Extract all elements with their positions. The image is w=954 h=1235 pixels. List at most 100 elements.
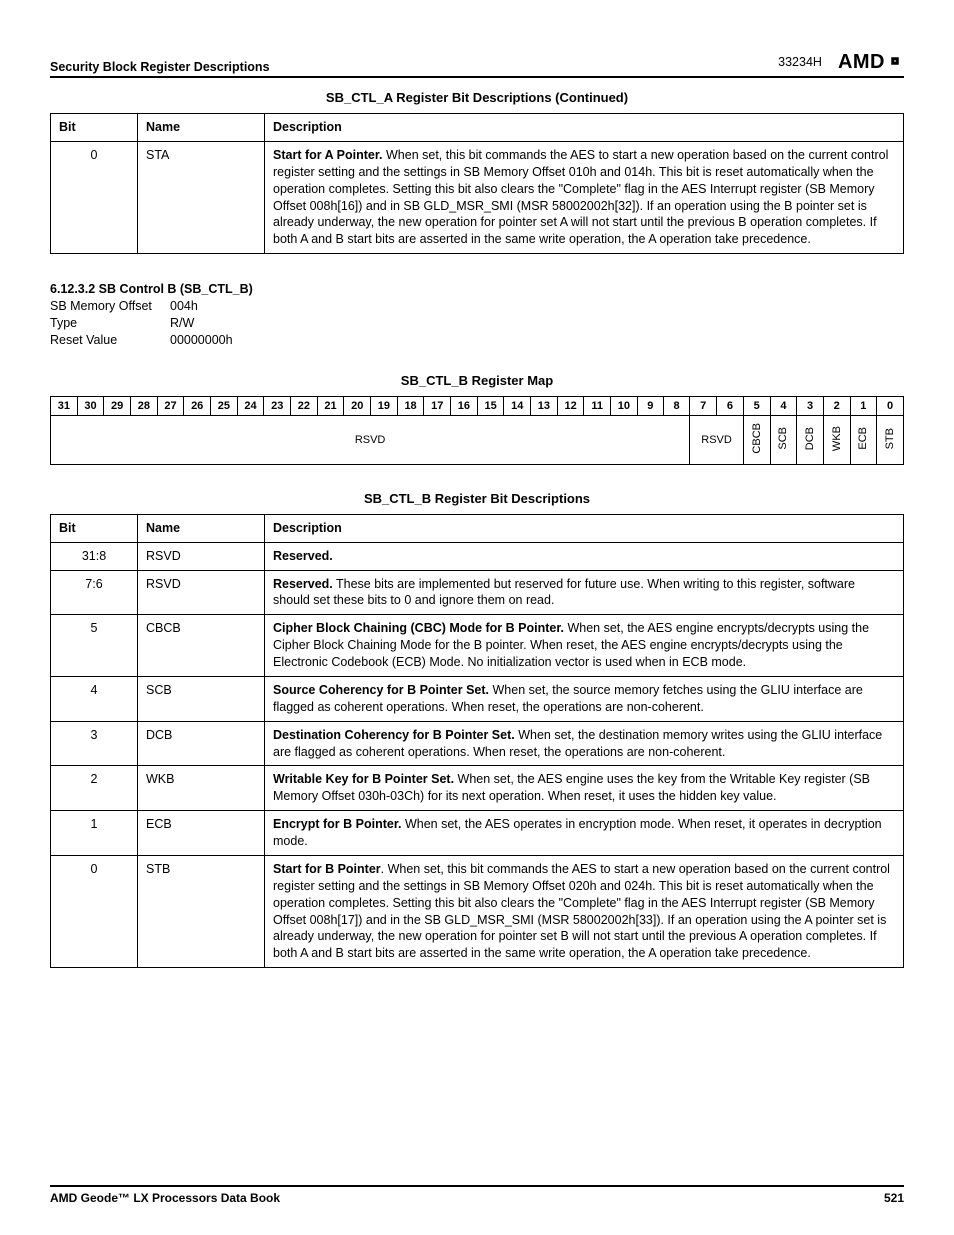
desc-cell: Cipher Block Chaining (CBC) Mode for B P… [265, 615, 904, 677]
col-name-header-b: Name [138, 514, 265, 542]
name-cell: CBCB [138, 615, 265, 677]
bit-number: 9 [637, 396, 663, 415]
table-row: 0STAStart for A Pointer. When set, this … [51, 141, 904, 253]
bit-number: 18 [397, 396, 424, 415]
col-desc-header: Description [265, 114, 904, 142]
meta-offset: SB Memory Offset004h [50, 298, 904, 315]
meta-type: TypeR/W [50, 315, 904, 332]
meta-reset: Reset Value00000000h [50, 332, 904, 349]
regmap-title: SB_CTL_B Register Map [50, 373, 904, 388]
bit-number: 24 [237, 396, 264, 415]
field-cbcb: CBCB [743, 415, 770, 464]
field-dcb: DCB [797, 415, 824, 464]
bit-number: 2 [823, 396, 850, 415]
logo-text: AMD [838, 51, 885, 73]
page-header: Security Block Register Descriptions 332… [50, 50, 904, 78]
desc-cell: Encrypt for B Pointer. When set, the AES… [265, 811, 904, 856]
field-wkb: WKB [823, 415, 850, 464]
bit-number: 8 [663, 396, 689, 415]
bit-number: 7 [690, 396, 717, 415]
table-row: 31:8RSVDReserved. [51, 542, 904, 570]
col-bit-header-b: Bit [51, 514, 138, 542]
table-a: Bit Name Description 0STAStart for A Poi… [50, 113, 904, 254]
bit-number: 1 [850, 396, 877, 415]
bit-number: 14 [504, 396, 531, 415]
bit-number: 12 [557, 396, 584, 415]
bit-number: 19 [371, 396, 398, 415]
name-cell: RSVD [138, 570, 265, 615]
regmap-table: 3130292827262524232221201918171615141312… [50, 396, 904, 465]
field-scb: SCB [770, 415, 797, 464]
bit-number: 5 [743, 396, 770, 415]
bit-number: 28 [131, 396, 158, 415]
bit-number: 27 [157, 396, 184, 415]
desc-cell: Start for A Pointer. When set, this bit … [265, 141, 904, 253]
bit-number: 11 [584, 396, 611, 415]
field-stb: STB [877, 415, 904, 464]
bit-cell: 1 [51, 811, 138, 856]
bit-cell: 5 [51, 615, 138, 677]
bit-number: 13 [531, 396, 558, 415]
section-b: 6.12.3.2 SB Control B (SB_CTL_B) SB Memo… [50, 282, 904, 349]
bit-number: 15 [477, 396, 504, 415]
desc-cell: Reserved. These bits are implemented but… [265, 570, 904, 615]
table-b: Bit Name Description 31:8RSVDReserved.7:… [50, 514, 904, 968]
bit-cell: 0 [51, 141, 138, 253]
field-rsvd-wide: RSVD [51, 415, 690, 464]
table-row: 5CBCBCipher Block Chaining (CBC) Mode fo… [51, 615, 904, 677]
header-right: 33234H AMD [778, 50, 904, 74]
bit-cell: 2 [51, 766, 138, 811]
desc-cell: Source Coherency for B Pointer Set. When… [265, 676, 904, 721]
name-cell: RSVD [138, 542, 265, 570]
bit-number: 23 [264, 396, 291, 415]
bit-number: 16 [451, 396, 478, 415]
section-name: Security Block Register Descriptions [50, 60, 270, 74]
table-row: 7:6RSVDReserved. These bits are implemen… [51, 570, 904, 615]
bit-number: 26 [184, 396, 211, 415]
bit-number: 20 [344, 396, 371, 415]
table-row: 4SCBSource Coherency for B Pointer Set. … [51, 676, 904, 721]
desc-cell: Destination Coherency for B Pointer Set.… [265, 721, 904, 766]
register-map: SB_CTL_B Register Map 313029282726252423… [50, 373, 904, 465]
table-row: 0STBStart for B Pointer. When set, this … [51, 855, 904, 967]
bit-number: 17 [424, 396, 451, 415]
bit-number: 22 [291, 396, 318, 415]
col-bit-header: Bit [51, 114, 138, 142]
bit-number: 10 [611, 396, 638, 415]
table-row: 1ECBEncrypt for B Pointer. When set, the… [51, 811, 904, 856]
bit-cell: 4 [51, 676, 138, 721]
section-b-heading: 6.12.3.2 SB Control B (SB_CTL_B) [50, 282, 904, 296]
bit-cell: 31:8 [51, 542, 138, 570]
bit-number: 4 [770, 396, 797, 415]
bit-cell: 0 [51, 855, 138, 967]
bit-number: 6 [717, 396, 744, 415]
bit-number: 21 [317, 396, 344, 415]
bit-number: 30 [77, 396, 104, 415]
footer-title: AMD Geode™ LX Processors Data Book [50, 1191, 280, 1205]
bit-number: 31 [51, 396, 78, 415]
name-cell: ECB [138, 811, 265, 856]
bit-cell: 7:6 [51, 570, 138, 615]
col-desc-header-b: Description [265, 514, 904, 542]
amd-logo: AMD [838, 50, 904, 74]
bit-cell: 3 [51, 721, 138, 766]
table-a-title: SB_CTL_A Register Bit Descriptions (Cont… [50, 90, 904, 105]
page-footer: AMD Geode™ LX Processors Data Book 521 [50, 1185, 904, 1205]
field-ecb: ECB [850, 415, 877, 464]
bit-number: 29 [104, 396, 131, 415]
table-row: 3DCBDestination Coherency for B Pointer … [51, 721, 904, 766]
table-row: 2WKBWritable Key for B Pointer Set. When… [51, 766, 904, 811]
table-b-title: SB_CTL_B Register Bit Descriptions [50, 491, 904, 506]
desc-cell: Writable Key for B Pointer Set. When set… [265, 766, 904, 811]
field-rsvd-small: RSVD [690, 415, 744, 464]
name-cell: STA [138, 141, 265, 253]
col-name-header: Name [138, 114, 265, 142]
desc-cell: Start for B Pointer. When set, this bit … [265, 855, 904, 967]
desc-cell: Reserved. [265, 542, 904, 570]
bit-number: 0 [877, 396, 904, 415]
name-cell: DCB [138, 721, 265, 766]
name-cell: SCB [138, 676, 265, 721]
name-cell: STB [138, 855, 265, 967]
bit-number: 3 [797, 396, 824, 415]
page-number: 521 [884, 1191, 904, 1205]
